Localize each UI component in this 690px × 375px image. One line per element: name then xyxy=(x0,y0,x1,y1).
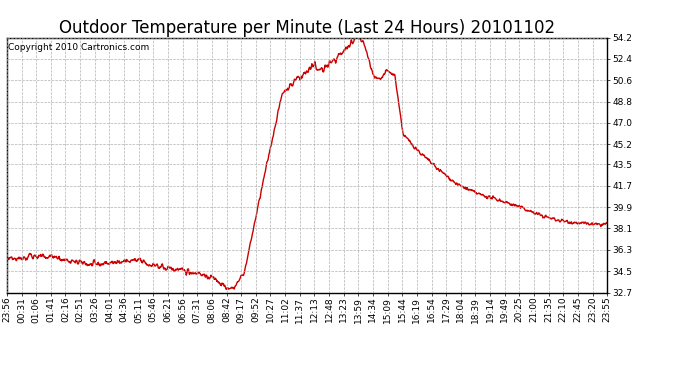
Text: Copyright 2010 Cartronics.com: Copyright 2010 Cartronics.com xyxy=(8,43,149,52)
Title: Outdoor Temperature per Minute (Last 24 Hours) 20101102: Outdoor Temperature per Minute (Last 24 … xyxy=(59,20,555,38)
